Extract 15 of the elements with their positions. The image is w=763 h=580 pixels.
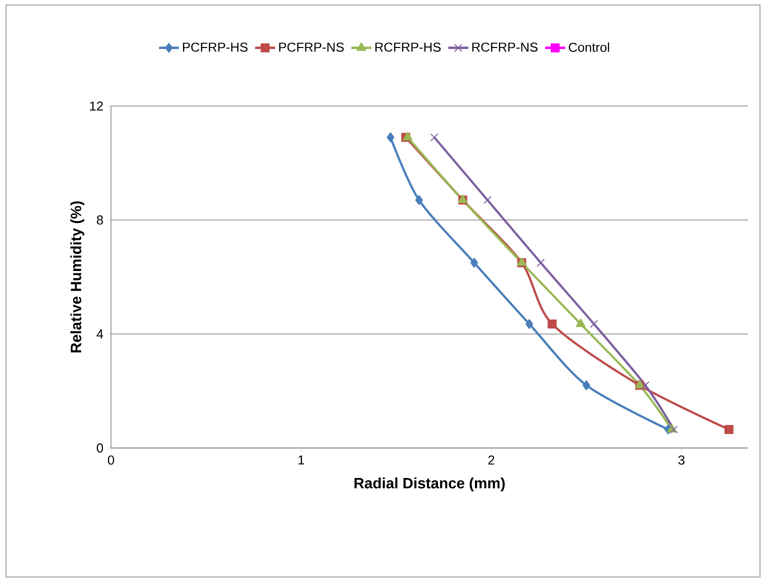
x-axis-title: Radial Distance (mm) [354, 477, 505, 492]
legend-label: Control [568, 42, 610, 52]
x-tick-label: 1 [298, 455, 304, 464]
legend-label: RCFRP-HS [375, 42, 441, 52]
y-axis-title: Relative Humidity (%) [70, 201, 84, 352]
legend-label: PCFRP-NS [279, 42, 344, 52]
legend-label: RCFRP-NS [472, 42, 538, 52]
y-tick-label: 12 [90, 101, 103, 111]
legend-label: PCFRP-HS [182, 42, 248, 52]
y-tick-label: 8 [96, 215, 103, 225]
x-tick-label: 3 [678, 455, 684, 465]
y-tick-label: 0 [96, 443, 104, 453]
y-tick-label: 4 [96, 330, 104, 338]
x-tick-label: 0 [108, 455, 114, 465]
x-tick-label: 2 [488, 455, 494, 465]
